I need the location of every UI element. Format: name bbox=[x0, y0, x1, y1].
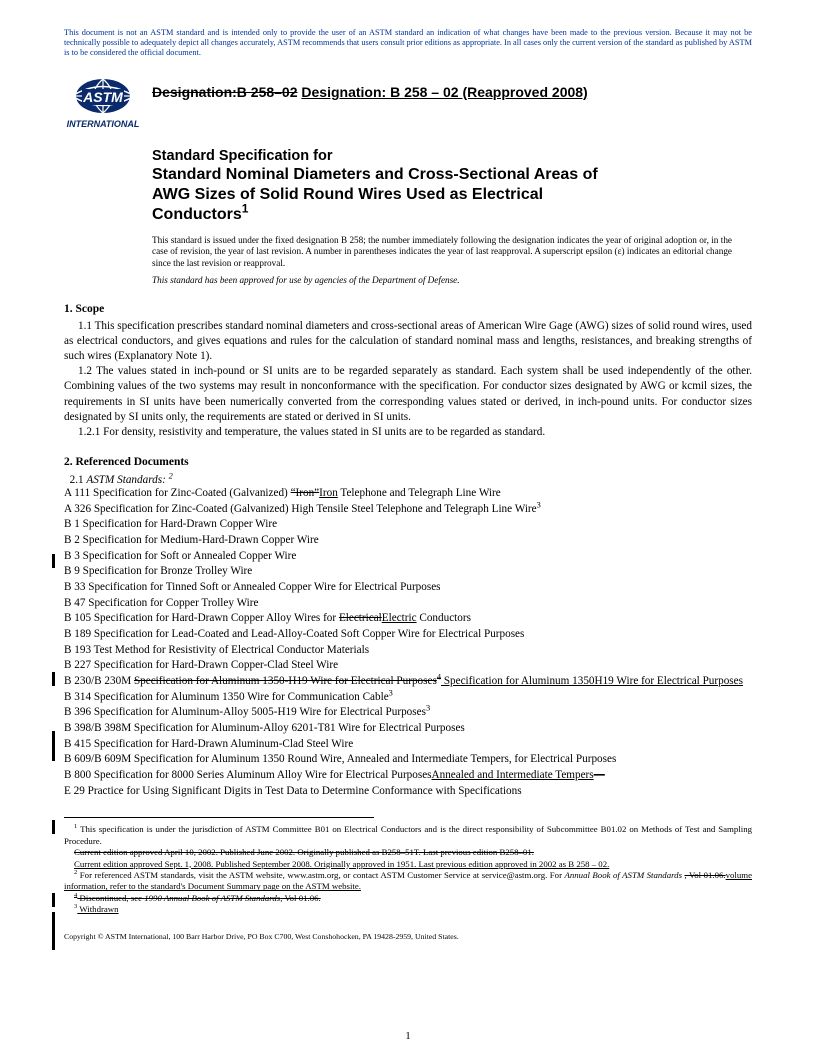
designation-line: Designation:B 258–02 Designation: B 258 … bbox=[152, 84, 588, 100]
title-main: Standard Nominal Diameters and Cross-Sec… bbox=[152, 165, 752, 225]
scope-1-2: 1.2 The values stated in inch-pound or S… bbox=[64, 364, 752, 424]
fn-2: 2 For referenced ASTM standards, visit t… bbox=[64, 870, 752, 893]
fn-1b: Current edition approved April 10, 2002.… bbox=[64, 847, 752, 858]
page: This document is not an ASTM standard an… bbox=[0, 0, 816, 961]
ref-item: B 227 Specification for Hard-Drawn Coppe… bbox=[64, 658, 752, 674]
fn-1: 1 This specification is under the jurisd… bbox=[64, 824, 752, 847]
ref-item: B 230/B 230M Specification for Aluminum … bbox=[64, 674, 752, 690]
dod-note: This standard has been approved for use … bbox=[152, 275, 732, 287]
ref-item: B 396 Specification for Aluminum-Alloy 5… bbox=[64, 705, 752, 721]
copyright: Copyright © ASTM International, 100 Barr… bbox=[64, 932, 752, 941]
ref-item: B 193 Test Method for Resistivity of Ele… bbox=[64, 643, 752, 659]
title-block: Standard Specification for Standard Nomi… bbox=[152, 147, 752, 225]
refs-subhead: 2.1 ASTM Standards: 2 bbox=[64, 474, 752, 486]
change-bar bbox=[52, 893, 55, 907]
ref-item: B 415 Specification for Hard-Drawn Alumi… bbox=[64, 737, 752, 753]
ref-item: A 326 Specification for Zinc-Coated (Gal… bbox=[64, 502, 752, 518]
fn-3: 3 Withdrawn bbox=[64, 904, 752, 915]
header-row: ASTM INTERNATIONAL Designation:B 258–02 … bbox=[64, 72, 752, 139]
designation-old: Designation:B 258–02 bbox=[152, 84, 298, 100]
ref-item: B 47 Specification for Copper Trolley Wi… bbox=[64, 596, 752, 612]
refs-heading: 2. Referenced Documents bbox=[64, 456, 752, 468]
page-number: 1 bbox=[0, 1030, 816, 1042]
scope-1-1: 1.1 This specification prescribes standa… bbox=[64, 319, 752, 364]
refs-list: A 111 Specification for Zinc-Coated (Gal… bbox=[64, 486, 752, 799]
scope-body: 1.1 This specification prescribes standa… bbox=[64, 319, 752, 440]
ref-item: E 29 Practice for Using Significant Digi… bbox=[64, 784, 752, 800]
ref-item: B 609/B 609M Specification for Aluminum … bbox=[64, 752, 752, 768]
logo-international-text: INTERNATIONAL bbox=[67, 119, 140, 129]
change-bar bbox=[52, 554, 55, 568]
ref-item: B 398/B 398M Specification for Aluminum-… bbox=[64, 721, 752, 737]
ref-item: A 111 Specification for Zinc-Coated (Gal… bbox=[64, 486, 752, 502]
ref-item: B 33 Specification for Tinned Soft or An… bbox=[64, 580, 752, 596]
ref-item: B 3 Specification for Soft or Annealed C… bbox=[64, 549, 752, 565]
ref-item: B 9 Specification for Bronze Trolley Wir… bbox=[64, 564, 752, 580]
astm-logo: ASTM INTERNATIONAL bbox=[64, 72, 142, 139]
change-bar bbox=[52, 731, 55, 761]
change-bar bbox=[52, 672, 55, 686]
scope-heading: 1. Scope bbox=[64, 303, 752, 315]
change-bar bbox=[52, 912, 55, 950]
designation-new: Designation: B 258 – 02 (Reapproved 2008… bbox=[301, 84, 587, 100]
title-lead: Standard Specification for bbox=[152, 147, 752, 165]
ref-item: B 314 Specification for Aluminum 1350 Wi… bbox=[64, 690, 752, 706]
ref-item: B 800 Specification for 8000 Series Alum… bbox=[64, 768, 752, 784]
fn-4: 4 Discontinued, see 1990 Annual Book of … bbox=[64, 893, 752, 904]
scope-1-2-1: 1.2.1 For density, resistivity and tempe… bbox=[64, 425, 752, 440]
svg-text:ASTM: ASTM bbox=[82, 89, 123, 105]
ref-item: B 1 Specification for Hard-Drawn Copper … bbox=[64, 517, 752, 533]
ref-item: B 189 Specification for Lead-Coated and … bbox=[64, 627, 752, 643]
ref-item: B 2 Specification for Medium-Hard-Drawn … bbox=[64, 533, 752, 549]
disclaimer-text: This document is not an ASTM standard an… bbox=[64, 28, 752, 58]
fn-1c: Current edition approved Sept. 1, 2008. … bbox=[64, 859, 752, 870]
change-bar bbox=[52, 820, 55, 834]
footnotes-full: 1 This specification is under the jurisd… bbox=[64, 820, 752, 915]
issuance-note: This standard is issued under the fixed … bbox=[152, 235, 732, 287]
ref-item: B 105 Specification for Hard-Drawn Coppe… bbox=[64, 611, 752, 627]
